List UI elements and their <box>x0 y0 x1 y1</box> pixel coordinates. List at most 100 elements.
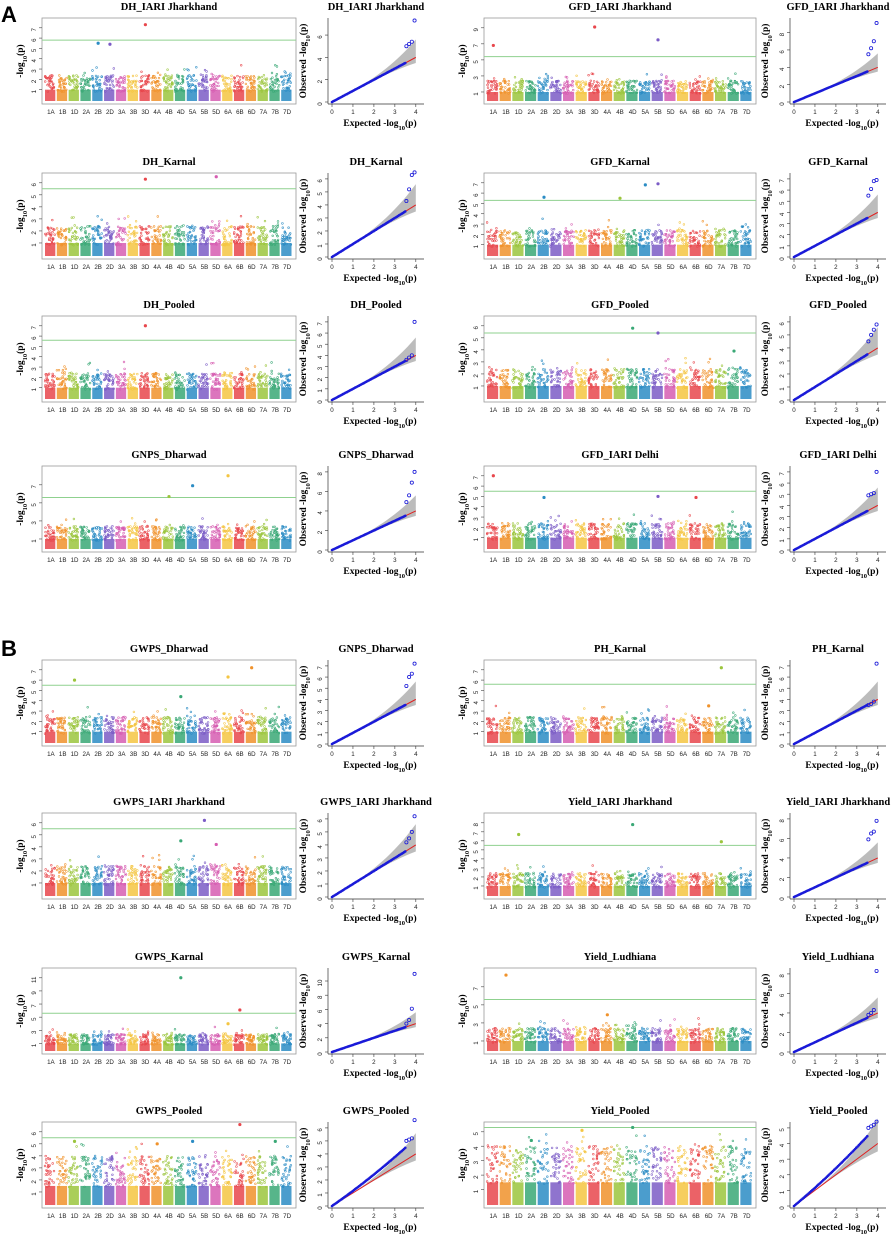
snp-point <box>697 242 699 244</box>
snp-point <box>214 381 216 383</box>
snp-point <box>50 227 52 229</box>
snp-point <box>247 223 249 225</box>
snp-point <box>97 369 99 371</box>
snp-point <box>168 381 170 383</box>
chromosome-points-2A <box>525 80 536 101</box>
snp-point <box>692 230 694 232</box>
snp-point <box>724 237 726 239</box>
snp-point <box>250 381 252 383</box>
snp-point <box>569 375 571 377</box>
snp-point <box>56 378 58 380</box>
snp-density-band <box>576 386 587 399</box>
snp-point <box>259 383 261 385</box>
snp-point <box>210 85 212 87</box>
snp-point <box>189 376 191 378</box>
snp-point <box>607 79 609 81</box>
snp-density-band <box>664 92 675 101</box>
snp-density-band <box>104 243 114 256</box>
chromosome-label: 5B <box>201 109 209 116</box>
snp-point <box>530 384 532 386</box>
snp-point <box>165 382 167 384</box>
snp-point <box>543 232 545 234</box>
snp-point <box>621 241 623 243</box>
snp-point <box>285 233 287 235</box>
snp-point <box>538 373 540 375</box>
snp-point <box>552 241 554 243</box>
snp-point <box>117 384 119 386</box>
snp-point <box>84 72 86 74</box>
snp-point <box>155 85 157 87</box>
y-tick-label: 0 <box>317 400 324 404</box>
panel-title: GFD_IARI Jharkhand <box>569 2 672 13</box>
y-tick-label: 5 <box>473 203 480 207</box>
y-tick-label: 4 <box>317 205 324 209</box>
chromosome-label: 5B <box>201 264 209 271</box>
snp-point <box>215 81 217 83</box>
snp-point <box>237 86 239 88</box>
snp-point <box>492 89 494 91</box>
snp-point <box>542 363 544 365</box>
snp-point <box>157 228 159 230</box>
snp-point <box>239 76 241 78</box>
chromosome-points-5D <box>210 73 221 101</box>
snp-point <box>141 372 143 374</box>
snp-density-band <box>45 388 55 399</box>
snp-point <box>750 89 752 91</box>
chromosome-label: 2D <box>106 264 114 271</box>
snp-point <box>183 234 185 236</box>
snp-point <box>680 235 682 237</box>
chromosome-points-6B <box>233 64 244 101</box>
snp-point <box>710 87 712 89</box>
snp-point <box>514 76 516 78</box>
snp-point <box>229 233 231 235</box>
snp-point <box>72 232 74 234</box>
snp-density-band <box>563 386 574 399</box>
snp-point <box>152 240 154 242</box>
snp-point <box>77 76 79 78</box>
snp-point <box>641 230 643 232</box>
snp-point <box>685 234 687 236</box>
snp-point <box>590 80 592 82</box>
snp-point <box>183 225 185 227</box>
snp-point <box>265 379 267 381</box>
snp-density-band <box>281 388 291 399</box>
snp-point <box>204 69 206 71</box>
snp-point <box>554 379 556 381</box>
snp-point <box>667 236 669 238</box>
snp-point <box>266 375 268 377</box>
snp-point <box>186 373 188 375</box>
snp-point <box>211 87 213 89</box>
snp-point <box>120 374 122 376</box>
snp-point <box>640 373 642 375</box>
snp-point <box>489 231 491 233</box>
chromosome-label: 1A <box>490 264 498 271</box>
snp-point <box>619 371 621 373</box>
chromosome-label: 1B <box>59 109 67 116</box>
snp-point <box>571 81 573 83</box>
y-tick-label: 2 <box>31 79 38 83</box>
snp-point <box>70 375 72 377</box>
snp-point <box>62 369 64 371</box>
snp-point <box>588 235 590 237</box>
snp-density-band <box>728 245 739 256</box>
snp-point <box>601 369 603 371</box>
snp-density-band <box>614 92 625 101</box>
snp-point <box>168 75 170 77</box>
snp-point <box>621 243 623 245</box>
snp-point <box>65 83 67 85</box>
snp-point <box>239 239 241 241</box>
snp-point <box>281 384 283 386</box>
qq-top-hit <box>867 53 870 56</box>
snp-point <box>634 372 636 374</box>
y-tick-label: 6 <box>473 326 480 330</box>
chromosome-points-4A <box>151 372 162 399</box>
snp-density-band <box>563 92 574 101</box>
snp-point <box>80 381 82 383</box>
snp-point <box>178 380 180 382</box>
y-tick-label: 6 <box>317 333 324 337</box>
y-tick-label: 5 <box>473 60 480 64</box>
chromosome-label: 2A <box>83 407 91 414</box>
snp-point <box>648 232 650 234</box>
chromosome-points-5A <box>187 225 198 256</box>
